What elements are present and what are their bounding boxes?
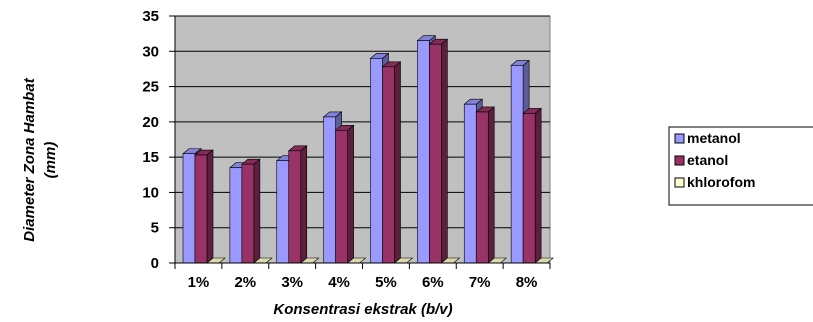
legend: metanol etanol khlorofom bbox=[668, 126, 813, 206]
bar-etanol-1% bbox=[194, 149, 214, 264]
x-tick-label: 6% bbox=[422, 274, 444, 291]
bar-etanol-4% bbox=[334, 124, 355, 264]
legend-swatch-metanol bbox=[674, 133, 685, 144]
y-tick-label: 5 bbox=[151, 220, 159, 237]
x-tick-label: 5% bbox=[375, 274, 397, 291]
y-tick-labels: 0 5 10 15 20 25 30 35 bbox=[142, 8, 175, 272]
x-tick-label: 7% bbox=[469, 274, 491, 291]
bar-etanol-2% bbox=[241, 158, 261, 264]
y-tick-label: 15 bbox=[142, 149, 159, 166]
x-tick-label: 2% bbox=[234, 274, 256, 291]
y-tick-label: 25 bbox=[142, 79, 159, 96]
y-tick-label: 20 bbox=[142, 114, 159, 131]
legend-label-metanol: metanol bbox=[687, 130, 741, 146]
x-tick-label: 8% bbox=[516, 274, 538, 291]
x-tick-label: 4% bbox=[328, 274, 350, 291]
x-tick-labels: 1% 2% 3% 4% 5% 6% 7% 8% bbox=[174, 263, 551, 291]
y-axis-title-line2: (mm) bbox=[42, 142, 59, 179]
legend-label-khlorofom: khlorofom bbox=[687, 174, 755, 190]
x-tick-label: 3% bbox=[281, 274, 303, 291]
bar-etanol-6% bbox=[428, 38, 449, 264]
y-tick-label: 10 bbox=[142, 184, 159, 201]
bar-etanol-5% bbox=[381, 61, 402, 264]
y-tick-label: 35 bbox=[142, 8, 159, 25]
bar-etanol-7% bbox=[475, 106, 496, 264]
legend-box bbox=[668, 126, 813, 206]
bars bbox=[182, 35, 554, 264]
x-axis-title: Konsentrasi ekstrak (b/v) bbox=[273, 301, 452, 318]
bar-etanol-3% bbox=[287, 145, 308, 264]
y-axis-title-line1: Diameter Zona Hambat bbox=[21, 77, 38, 241]
legend-label-etanol: etanol bbox=[687, 152, 728, 168]
x-tick-label: 1% bbox=[188, 274, 210, 291]
legend-swatch-etanol bbox=[674, 155, 685, 166]
bar-etanol-8% bbox=[522, 107, 542, 264]
y-tick-label: 0 bbox=[151, 255, 159, 272]
y-tick-label: 30 bbox=[142, 43, 159, 60]
legend-swatch-khlorofom bbox=[674, 177, 685, 188]
